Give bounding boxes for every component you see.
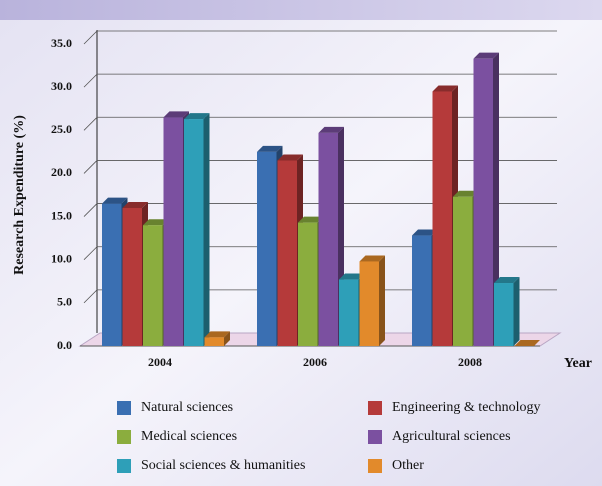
x-axis-title: Year (564, 356, 592, 371)
bar-top (204, 331, 230, 338)
y-axis-title: Research Expenditure (%) (12, 115, 27, 275)
x-tick-label: 2004 (148, 355, 172, 369)
grid-line (83, 289, 557, 304)
bar (432, 91, 452, 346)
grid-line (83, 73, 557, 88)
bar-top (143, 219, 169, 226)
legend-swatch (368, 430, 382, 444)
bar (257, 151, 277, 346)
y-tick-label: 10.0 (51, 251, 72, 265)
bar-top (412, 229, 438, 236)
bar-top (359, 255, 385, 262)
x-tick-label: 2006 (303, 355, 327, 369)
grid-line (83, 160, 557, 174)
bar-top (163, 111, 189, 118)
x-tick-label: 2008 (458, 355, 482, 369)
bar-top (473, 52, 499, 59)
bar-side (203, 113, 210, 346)
bar (453, 196, 473, 346)
legend-label: Social sciences & humanities (141, 458, 305, 473)
grid-line (83, 203, 557, 217)
bar (359, 261, 379, 346)
legend-label: Agricultural sciences (392, 429, 511, 444)
bar-side (224, 331, 230, 346)
bar (318, 132, 338, 346)
bar-top (514, 340, 540, 346)
bar-top (339, 273, 365, 280)
bar-top (432, 85, 458, 92)
bar-top (102, 197, 128, 204)
bar-top (318, 126, 344, 133)
y-tick-label: 30.0 (51, 79, 72, 93)
bar-top (122, 201, 148, 208)
y-tick-label: 5.0 (57, 295, 72, 309)
grid-line (83, 116, 557, 131)
bar-top (453, 190, 479, 197)
legend-label: Engineering & technology (392, 400, 541, 415)
legend-label: Natural sciences (141, 400, 233, 415)
legend-swatch (117, 430, 131, 444)
legend-swatch (117, 401, 131, 415)
bar (277, 160, 297, 346)
bar (412, 235, 432, 346)
bar (298, 222, 318, 346)
y-tick-label: 20.0 (51, 165, 72, 179)
grid-line (83, 30, 557, 45)
bar (204, 337, 224, 346)
bar-top (298, 216, 324, 223)
bar (473, 58, 493, 346)
bar-side (493, 52, 499, 346)
header-band (0, 0, 602, 20)
bar (184, 119, 204, 346)
legend-swatch (368, 459, 382, 473)
y-tick-label: 35.0 (51, 36, 72, 50)
bar (102, 203, 122, 346)
bar-top (184, 113, 210, 120)
legend-label: Medical sciences (141, 429, 237, 444)
bar (339, 279, 359, 346)
bar-top (494, 277, 520, 284)
y-tick-label: 0.0 (57, 338, 72, 352)
bar (494, 283, 514, 346)
legend-swatch (117, 459, 131, 473)
bar-side (513, 277, 520, 346)
grid-line (83, 246, 557, 260)
bar-top (257, 145, 283, 152)
bar-top (277, 154, 303, 161)
legend-swatch (368, 401, 382, 415)
y-tick-label: 15.0 (51, 208, 72, 222)
bar (122, 207, 142, 346)
y-tick-label: 25.0 (51, 122, 72, 136)
bar-side (379, 255, 385, 346)
bar (143, 225, 163, 346)
legend-label: Other (392, 458, 424, 473)
bar (163, 117, 183, 346)
